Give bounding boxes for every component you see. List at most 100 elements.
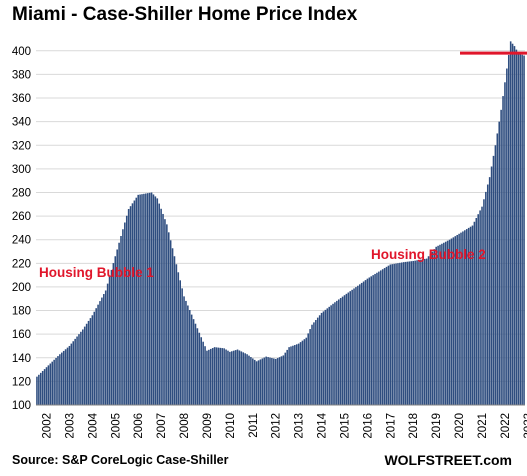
bar [223,348,225,405]
bar [164,219,166,405]
bar [229,351,231,405]
bar [120,235,122,405]
bar [490,166,493,405]
annotation-label: Housing Bubble 2 [371,247,486,262]
bar [288,347,290,405]
bar [284,352,287,405]
bar [82,329,84,405]
bar [267,357,269,405]
bar [360,282,363,405]
bar [336,300,338,405]
bar [202,341,204,405]
bar [156,198,159,405]
bar [97,304,99,405]
bar [38,374,40,405]
bar [381,269,384,405]
bar [217,347,220,405]
bar [43,369,46,405]
bar [311,324,313,405]
bar [435,246,437,405]
bar [135,197,138,405]
bar [383,268,386,405]
bar [328,306,330,405]
bar [231,351,233,405]
bar [448,239,451,405]
bar [76,336,78,405]
bar [192,319,195,405]
bar [62,350,65,405]
bar [106,283,109,405]
bar [464,230,466,405]
bar [322,311,325,405]
bar [112,263,115,405]
watermark-label: WOLFSTREET.com [384,452,512,468]
bar [45,367,48,405]
bar [372,275,374,405]
bar [387,265,390,405]
bar [85,323,88,405]
y-tick-label: 340 [12,117,31,129]
bar [429,253,432,405]
bar [456,234,458,405]
bar [441,243,443,405]
bar [49,363,52,405]
bar [376,272,378,405]
bar [341,296,344,405]
bar [513,46,516,406]
x-tick-label: 2007 [156,413,168,439]
bar [454,236,457,405]
y-tick-label: 160 [12,329,31,341]
bar [145,193,147,405]
bar [64,349,67,405]
bar [265,356,267,405]
bar [190,314,193,405]
bar [125,215,128,405]
x-tick-label: 2006 [133,413,145,439]
bar [337,299,340,405]
bar [55,357,57,405]
bar [506,68,508,406]
overlay-layer: Housing Bubble 1 Housing Bubble 2 [39,51,527,280]
bar [68,345,71,405]
bar [83,326,86,405]
bar [358,284,361,405]
x-tick-label: 2010 [225,413,237,439]
bar [401,262,403,405]
bar [114,256,117,405]
bar [414,260,416,405]
bar [517,53,520,405]
bar [349,291,352,405]
bar [465,229,468,405]
bar [103,294,105,405]
y-tick-label: 280 [12,187,31,199]
bar [420,259,422,405]
bar [410,261,413,405]
bar [221,348,224,405]
bar [89,318,92,405]
y-tick-label: 400 [12,46,31,58]
bar [519,53,522,406]
bar [347,292,350,405]
bar [290,346,292,405]
x-tick-label: 2016 [362,413,374,439]
bar [305,337,308,405]
bar [427,256,430,405]
grid-layer [36,50,525,406]
bar [278,357,281,405]
y-tick-label: 100 [12,400,31,412]
bar [53,359,55,405]
y-tick-label: 380 [12,69,31,81]
bar [404,261,407,405]
bar [315,319,317,405]
bar [154,196,157,405]
bar [213,347,216,405]
bar [408,261,411,405]
bar [425,258,428,405]
bar [507,54,510,405]
bar [496,133,499,406]
bar [169,240,172,405]
bar [187,305,189,405]
bar [276,358,279,405]
bar [227,350,229,405]
bar [91,315,94,405]
